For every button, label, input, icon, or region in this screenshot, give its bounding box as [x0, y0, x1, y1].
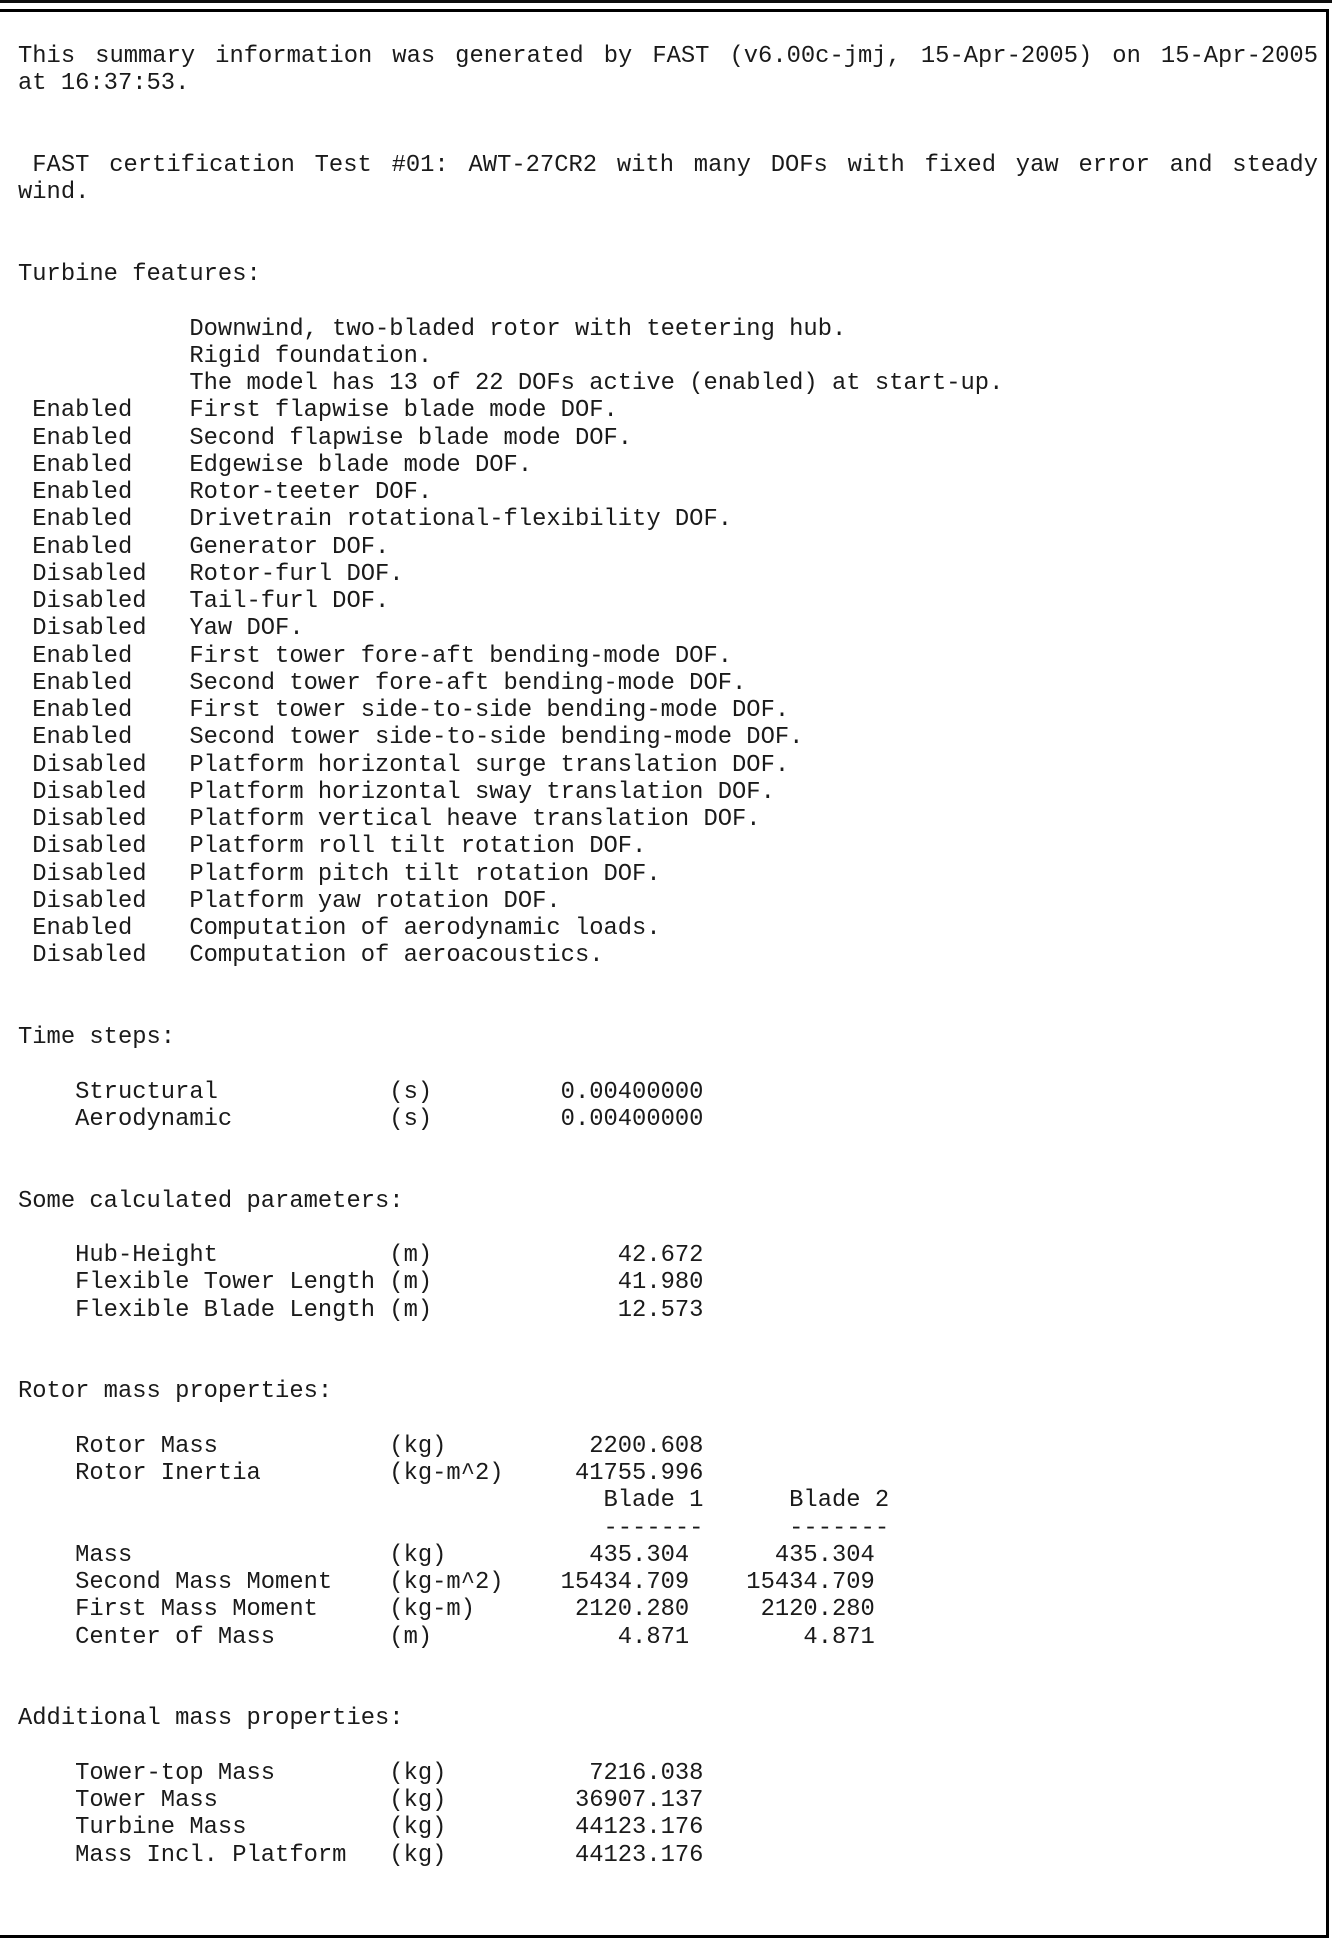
param-line: Center of Mass (m) 4.871 4.871	[18, 1623, 875, 1651]
blank-line	[18, 1351, 1318, 1378]
dof-line: Enabled Second tower side-to-side bendin…	[18, 724, 804, 752]
param-line: Rotor Mass (kg) 2200.608	[18, 1432, 704, 1460]
blank-line	[18, 1051, 1318, 1078]
section-header: Time steps:	[18, 1024, 176, 1051]
feature-line: Rigid foundation.	[18, 342, 433, 370]
param-line: Aerodynamic (s) 0.00400000	[18, 1105, 704, 1133]
paragraph-line: FAST certification Test #01: AWT-27CR2 w…	[32, 152, 1318, 179]
dof-line: Enabled Second tower fore-aft bending-mo…	[18, 669, 747, 697]
param-line: Tower-top Mass (kg) 7216.038	[18, 1759, 704, 1787]
dof-line: Disabled Tail-furl DOF.	[18, 588, 390, 615]
blank-line	[18, 1678, 1318, 1705]
dof-line: Disabled Platform roll tilt rotation DOF…	[18, 833, 647, 861]
dof-line: Enabled Computation of aerodynamic loads…	[18, 915, 661, 942]
dof-line: Enabled First tower fore-aft bending-mod…	[18, 642, 733, 670]
param-line: Flexible Blade Length (m) 12.573	[18, 1296, 704, 1324]
dof-line: Enabled Rotor-teeter DOF.	[18, 479, 433, 506]
blank-line	[18, 970, 1318, 997]
paragraph-line: This summary information was generated b…	[18, 43, 1318, 70]
blank-line	[18, 1133, 1318, 1160]
param-line: First Mass Moment (kg-m) 2120.280 2120.2…	[18, 1596, 875, 1624]
blank-line	[18, 1406, 1318, 1433]
paragraph-line: wind.	[18, 179, 90, 207]
table-underline-line: ------- -------	[18, 1514, 890, 1542]
dof-line: Disabled Computation of aeroacoustics.	[18, 942, 604, 970]
param-line: Structural (s) 0.00400000	[18, 1078, 704, 1106]
param-line: Tower Mass (kg) 36907.137	[18, 1787, 704, 1814]
blank-line	[18, 98, 1318, 125]
dof-line: Disabled Yaw DOF.	[18, 615, 304, 643]
param-line: Flexible Tower Length (m) 41.980	[18, 1269, 704, 1297]
blank-line	[18, 1215, 1318, 1242]
blank-line	[18, 1733, 1318, 1760]
dof-line: Enabled Second flapwise blade mode DOF.	[18, 424, 633, 452]
param-line: Rotor Inertia (kg-m^2) 41755.996	[18, 1460, 704, 1487]
dof-line: Disabled Platform yaw rotation DOF.	[18, 887, 561, 915]
paragraph-line: at 16:37:53.	[18, 70, 190, 98]
blank-line	[18, 234, 1318, 261]
table-header-line: Blade 1 Blade 2	[18, 1487, 890, 1515]
dof-line: Disabled Platform pitch tilt rotation DO…	[18, 860, 661, 888]
capture-top-edge-line	[0, 0, 1332, 3]
blank-line	[18, 1651, 1318, 1678]
param-line: Hub-Height (m) 42.672	[18, 1242, 704, 1269]
feature-line: Downwind, two-bladed rotor with teeterin…	[18, 315, 847, 343]
dof-line: Enabled Edgewise blade mode DOF.	[18, 451, 533, 479]
document-text: This summary information was generated b…	[18, 43, 1318, 1869]
param-line: Mass Incl. Platform (kg) 44123.176	[18, 1841, 704, 1869]
dof-line: Enabled Generator DOF.	[18, 533, 390, 561]
section-header: Rotor mass properties:	[18, 1378, 333, 1406]
blank-line	[18, 207, 1318, 234]
param-line: Turbine Mass (kg) 44123.176	[18, 1814, 704, 1842]
dof-line: Disabled Rotor-furl DOF.	[18, 560, 404, 588]
blank-line	[18, 1160, 1318, 1187]
dof-line: Enabled Drivetrain rotational-flexibilit…	[18, 506, 733, 534]
section-header: Some calculated parameters:	[18, 1187, 404, 1215]
feature-line: The model has 13 of 22 DOFs active (enab…	[18, 370, 1004, 397]
section-header: Additional mass properties:	[18, 1705, 404, 1733]
dof-line: Disabled Platform horizontal surge trans…	[18, 751, 790, 779]
blank-line	[18, 997, 1318, 1024]
dof-line: Enabled First tower side-to-side bending…	[18, 697, 790, 724]
blank-line	[18, 125, 1318, 152]
section-header: Turbine features:	[18, 261, 261, 288]
param-line: Second Mass Moment (kg-m^2) 15434.709 15…	[18, 1569, 875, 1596]
dof-line: Disabled Platform horizontal sway transl…	[18, 778, 775, 806]
param-line: Mass (kg) 435.304 435.304	[18, 1541, 875, 1569]
dof-line: Enabled First flapwise blade mode DOF.	[18, 397, 618, 425]
blank-line	[18, 1324, 1318, 1351]
dof-line: Disabled Platform vertical heave transla…	[18, 806, 761, 833]
blank-line	[18, 288, 1318, 315]
